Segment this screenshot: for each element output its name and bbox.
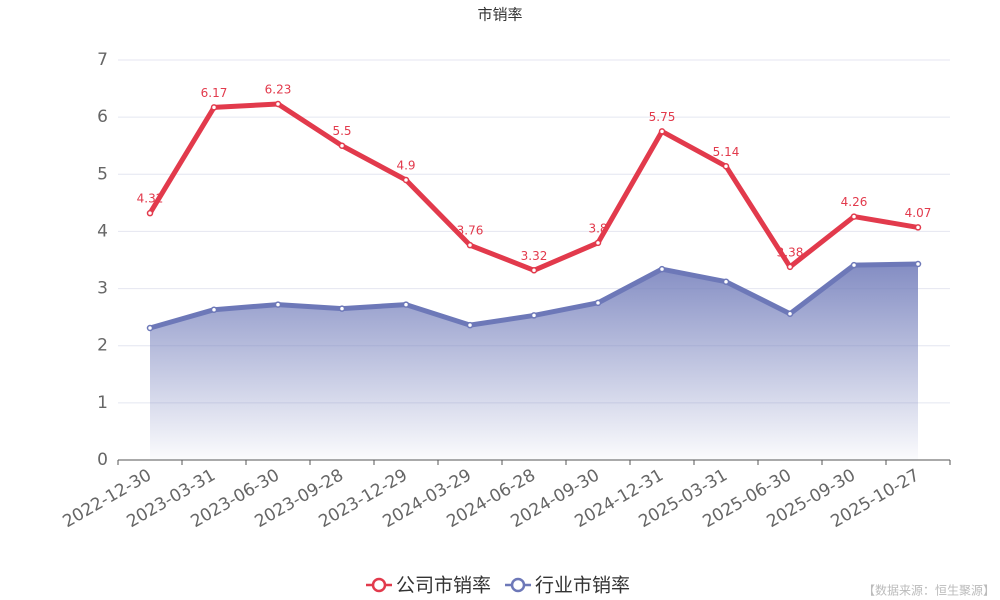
data-point <box>658 128 666 135</box>
data-point <box>146 209 154 217</box>
data-point <box>146 324 154 332</box>
data-point <box>466 321 474 329</box>
legend-item: 公司市销率 <box>366 575 491 597</box>
data-point <box>466 241 474 249</box>
data-label: 3.32 <box>521 249 548 263</box>
y-tick-label: 2 <box>97 336 108 356</box>
data-label: 4.07 <box>905 206 932 220</box>
data-point <box>594 239 602 247</box>
y-tick-label: 4 <box>97 221 108 241</box>
y-tick-label: 0 <box>97 450 108 470</box>
data-point <box>914 224 922 231</box>
data-label: 3.76 <box>457 224 484 238</box>
data-point <box>786 310 794 317</box>
data-label: 5.5 <box>332 124 351 138</box>
series-area <box>150 264 918 460</box>
data-point <box>402 176 410 184</box>
legend-label: 公司市销率 <box>396 575 491 597</box>
data-point <box>530 267 538 274</box>
data-point <box>210 104 218 111</box>
data-point <box>786 263 794 271</box>
data-point <box>530 312 538 319</box>
data-label: 4.26 <box>841 195 868 209</box>
legend-item: 行业市销率 <box>505 575 630 597</box>
data-point <box>210 306 218 313</box>
data-point <box>722 163 730 170</box>
data-label: 6.17 <box>201 86 228 100</box>
data-label: 5.75 <box>649 110 676 124</box>
data-label: 6.23 <box>265 83 292 97</box>
y-tick-label: 5 <box>97 164 108 184</box>
data-point <box>850 213 858 220</box>
data-point <box>274 301 282 308</box>
y-tick-label: 3 <box>97 279 108 299</box>
data-label: 3.38 <box>777 245 804 259</box>
y-tick-label: 7 <box>97 50 108 70</box>
data-point <box>338 305 346 312</box>
data-point <box>658 265 666 273</box>
legend-marker <box>510 577 526 593</box>
data-point <box>914 260 922 268</box>
legend-label: 行业市销率 <box>535 575 630 597</box>
data-point <box>274 100 282 108</box>
legend-marker <box>371 577 387 593</box>
data-point <box>338 142 346 149</box>
data-point <box>594 299 602 307</box>
source-note: 【数据来源：恒生聚源】 <box>863 583 995 598</box>
y-tick-label: 6 <box>97 107 108 127</box>
data-point <box>402 301 410 308</box>
data-label: 5.14 <box>713 145 740 159</box>
data-label: 3.8 <box>588 221 607 235</box>
chart-title: 市销率 <box>477 6 522 24</box>
data-label: 4.32 <box>137 192 164 206</box>
data-point <box>722 278 730 285</box>
data-point <box>850 261 858 269</box>
y-tick-label: 1 <box>97 393 108 413</box>
data-label: 4.9 <box>396 159 415 173</box>
